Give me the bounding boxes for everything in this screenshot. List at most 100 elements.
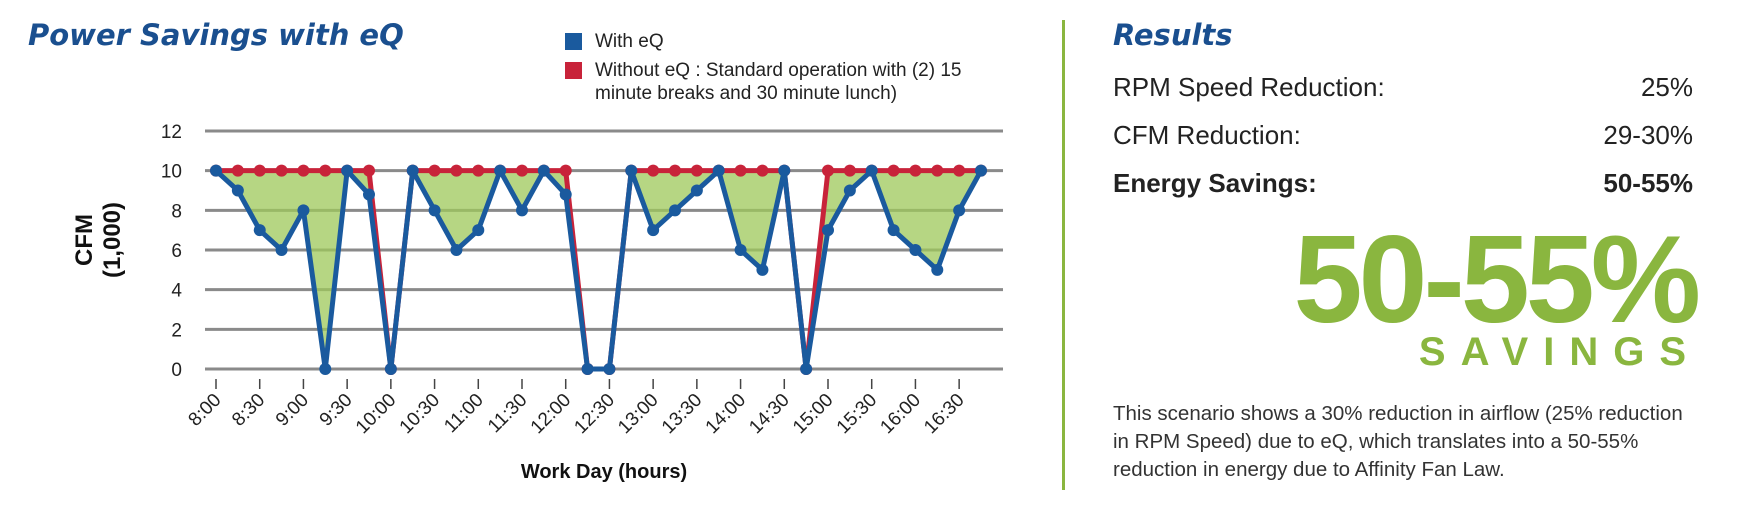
data-point <box>297 164 310 177</box>
row-label: CFM Reduction: <box>1113 120 1301 150</box>
y-tick-label: 8 <box>171 201 182 222</box>
legend: With eQ Without eQ : Standard operation w… <box>565 30 985 111</box>
data-point <box>210 164 222 177</box>
data-point <box>603 363 616 375</box>
y-axis-label: (1,000) <box>99 202 126 278</box>
result-row: RPM Speed Reduction: 25% <box>1113 72 1693 103</box>
x-tick-label: 9:30 <box>316 390 357 431</box>
data-point <box>275 164 288 177</box>
x-tick-label: 12:30 <box>570 390 618 438</box>
data-point <box>559 188 572 201</box>
x-tick-label: 11:30 <box>484 390 531 437</box>
y-tick-label: 4 <box>171 281 182 302</box>
legend-item: With eQ <box>565 30 985 53</box>
x-tick-label: 8:30 <box>228 390 269 431</box>
headline: 50-55% <box>1293 211 1701 349</box>
legend-label: With eQ <box>595 31 664 52</box>
x-tick-label: 11:00 <box>440 390 487 437</box>
data-point <box>865 164 878 177</box>
y-tick-label: 12 <box>161 122 182 143</box>
data-point <box>712 164 725 177</box>
row-value: 29-30% <box>1603 120 1693 150</box>
data-point <box>537 164 550 177</box>
data-point <box>822 224 834 237</box>
data-point <box>472 224 485 237</box>
data-point <box>319 164 332 177</box>
result-row: Energy Savings: 50-55% <box>1113 168 1693 199</box>
x-tick-label: 16:30 <box>920 390 968 438</box>
data-point <box>800 363 813 375</box>
data-point <box>559 164 572 177</box>
data-point <box>428 164 441 177</box>
data-point <box>690 164 703 177</box>
x-tick-label: 10:00 <box>352 390 400 438</box>
results-title: Results <box>1113 18 1233 52</box>
data-point <box>756 164 769 177</box>
data-point <box>843 164 856 177</box>
data-point <box>734 244 747 256</box>
data-point <box>669 164 681 177</box>
data-point <box>494 164 507 177</box>
data-point <box>909 164 922 177</box>
data-point <box>319 363 332 375</box>
legend-label: Without eQ : Standard operation with (2)… <box>595 60 962 104</box>
data-point <box>406 164 419 177</box>
data-point <box>384 363 397 375</box>
data-point <box>516 204 528 217</box>
legend-swatch <box>565 62 582 79</box>
data-point <box>647 164 660 177</box>
data-point <box>275 244 288 256</box>
data-point <box>953 204 966 217</box>
row-value: 25% <box>1640 72 1693 102</box>
x-tick-label: 12:00 <box>527 390 575 438</box>
data-point <box>472 164 485 177</box>
y-tick-label: 2 <box>171 320 182 341</box>
divider <box>1062 20 1065 490</box>
data-point <box>887 164 900 177</box>
data-point <box>931 164 944 177</box>
data-point <box>647 224 660 237</box>
x-tick-label: 13:30 <box>658 390 706 438</box>
row-label: RPM Speed Reduction: <box>1113 72 1385 102</box>
data-point <box>756 263 769 276</box>
data-point <box>887 224 900 237</box>
x-tick-label: 15:30 <box>833 390 881 438</box>
data-point <box>669 204 681 217</box>
data-point <box>734 164 747 177</box>
result-row: CFM Reduction: 29-30% <box>1113 120 1693 151</box>
x-tick-label: 15:00 <box>789 390 837 438</box>
data-point <box>231 164 244 177</box>
x-tick-label: 16:00 <box>876 390 924 438</box>
data-point <box>581 363 594 375</box>
data-point <box>253 164 266 177</box>
data-point <box>822 164 834 177</box>
y-tick-label: 6 <box>171 241 182 262</box>
data-point <box>778 164 791 177</box>
data-point <box>363 188 375 201</box>
chart-title: Power Savings with eQ <box>28 18 404 52</box>
row-label: Energy Savings: <box>1113 168 1317 198</box>
data-point <box>975 164 987 177</box>
data-point <box>690 184 703 197</box>
x-tick-label: 14:30 <box>745 390 793 438</box>
x-tick-label: 14:00 <box>702 390 750 438</box>
data-point <box>931 263 944 276</box>
legend-swatch <box>565 33 582 50</box>
data-point <box>450 244 463 256</box>
data-point <box>253 224 266 237</box>
y-axis-label: CFM <box>71 214 98 266</box>
description: This scenario shows a 30% reduction in a… <box>1113 402 1683 481</box>
x-axis-label: Work Day (hours) <box>521 461 687 483</box>
data-point <box>450 164 463 177</box>
data-point <box>909 244 922 256</box>
data-point <box>843 184 856 197</box>
x-tick-label: 13:00 <box>614 390 662 438</box>
data-point <box>953 164 966 177</box>
legend-item: Without eQ : Standard operation with (2)… <box>565 59 985 105</box>
row-value: 50-55% <box>1603 168 1693 198</box>
x-tick-label: 9:00 <box>272 390 313 431</box>
data-point <box>341 164 354 177</box>
data-point <box>625 164 638 177</box>
